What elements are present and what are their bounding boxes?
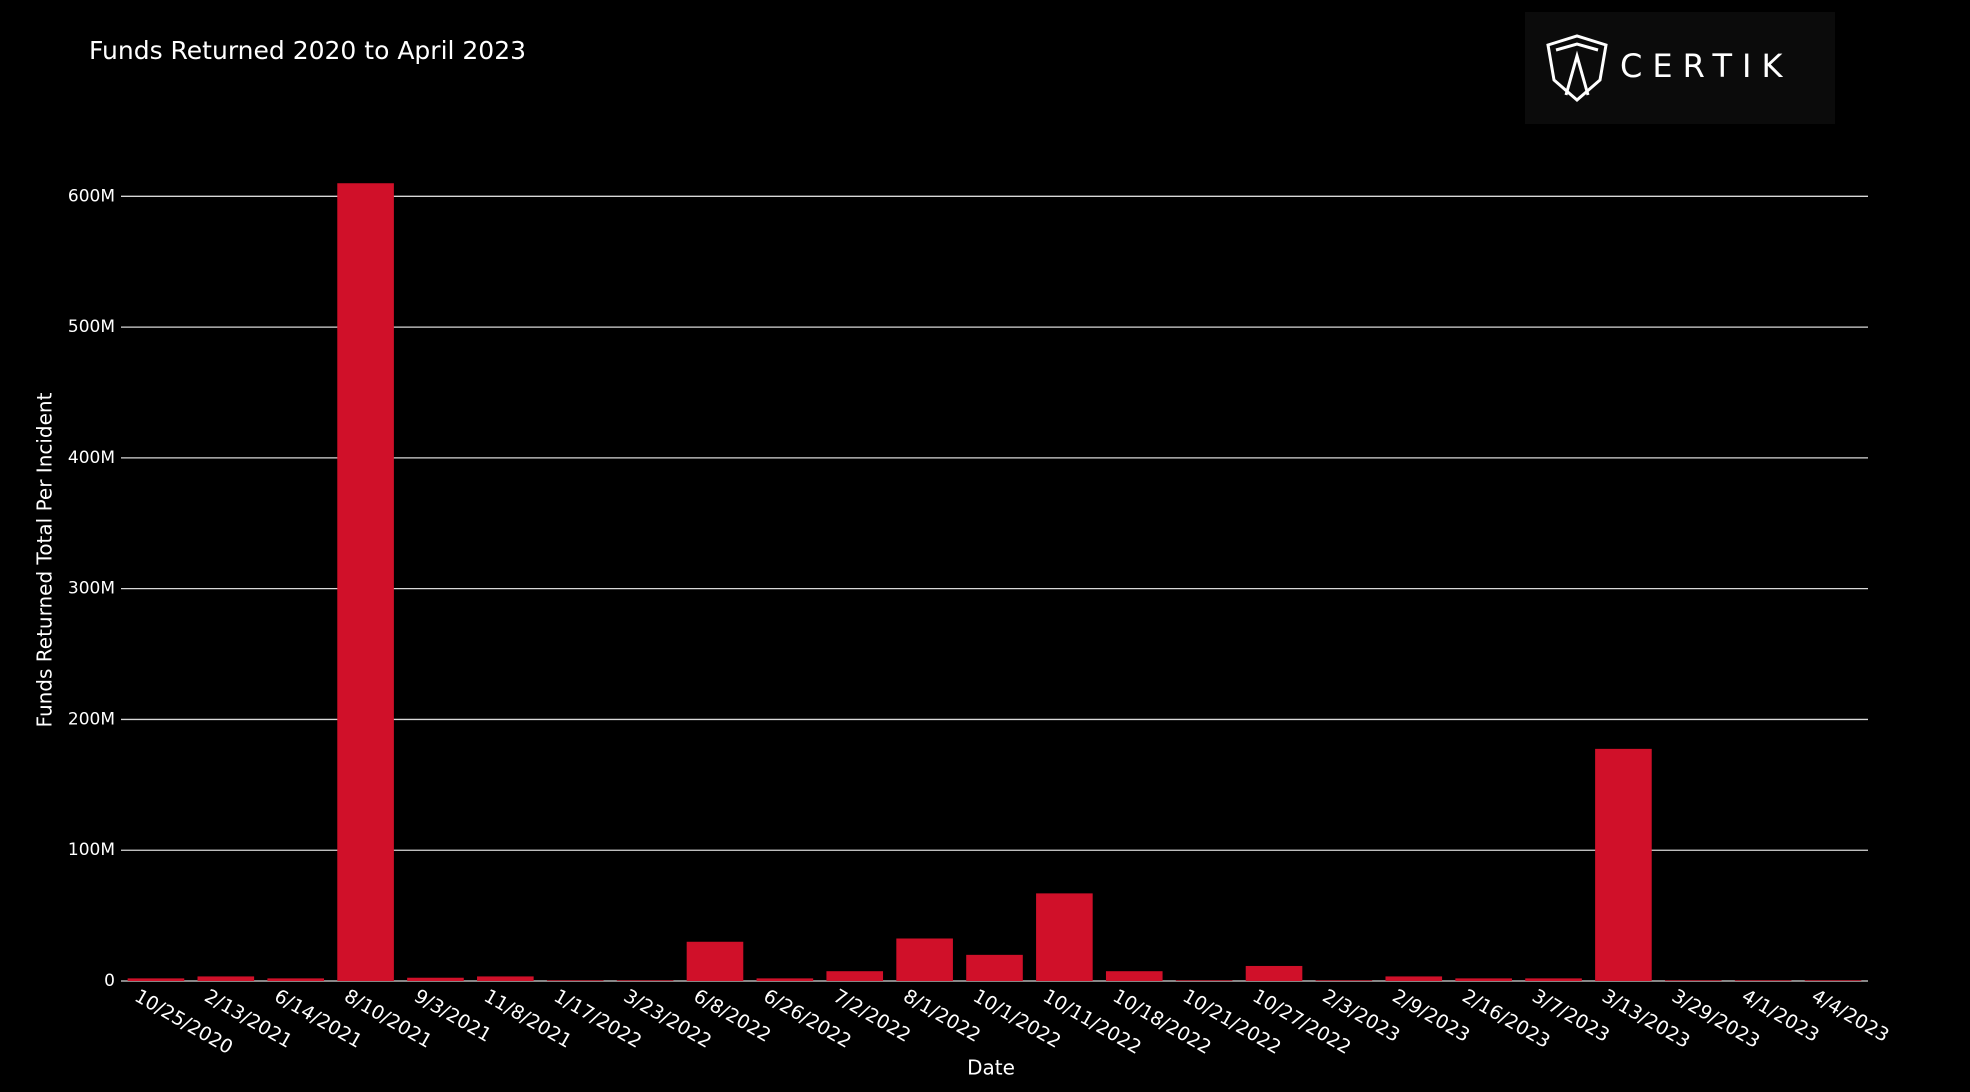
bar <box>407 977 464 981</box>
bar <box>197 976 255 981</box>
bar <box>1455 978 1512 981</box>
bar <box>1036 893 1093 981</box>
y-tick-label: 100M <box>68 840 115 860</box>
y-axis-title: Funds Returned Total Per Incident <box>33 392 57 727</box>
bar <box>966 954 1023 981</box>
bar <box>616 980 674 981</box>
x-tick-label: 4/4/2023 <box>1808 985 1893 1047</box>
x-axis-title: Date <box>967 1056 1015 1080</box>
bar <box>1315 980 1373 981</box>
logo-box <box>1525 12 1835 124</box>
bar <box>546 980 604 981</box>
bar <box>1664 980 1722 981</box>
bar <box>477 976 534 981</box>
bar <box>1105 971 1163 981</box>
y-tick-label: 200M <box>68 709 115 729</box>
chart-title: Funds Returned 2020 to April 2023 <box>89 36 526 65</box>
bar <box>1385 976 1443 981</box>
y-tick-label: 400M <box>68 448 115 468</box>
bar <box>127 978 185 981</box>
y-tick-label: 500M <box>68 317 115 337</box>
logo-icon <box>1546 34 1608 102</box>
bar <box>1734 980 1792 981</box>
bar <box>826 971 884 981</box>
bar <box>1245 965 1303 981</box>
bar <box>1595 748 1652 981</box>
bar <box>1525 978 1582 981</box>
y-tick-label: 300M <box>68 579 115 599</box>
y-tick-label: 600M <box>68 186 115 206</box>
bar <box>756 978 814 981</box>
x-tick-label: 8/1/2022 <box>899 985 984 1047</box>
bar <box>686 941 744 981</box>
bar <box>1804 980 1862 981</box>
bar <box>1175 980 1233 981</box>
bar <box>896 938 953 981</box>
logo-text: CERTIK <box>1620 47 1792 85</box>
bar <box>337 183 394 981</box>
bar <box>267 978 325 981</box>
y-tick-label: 0 <box>104 971 115 991</box>
x-tick-label: 2/9/2023 <box>1389 985 1474 1047</box>
